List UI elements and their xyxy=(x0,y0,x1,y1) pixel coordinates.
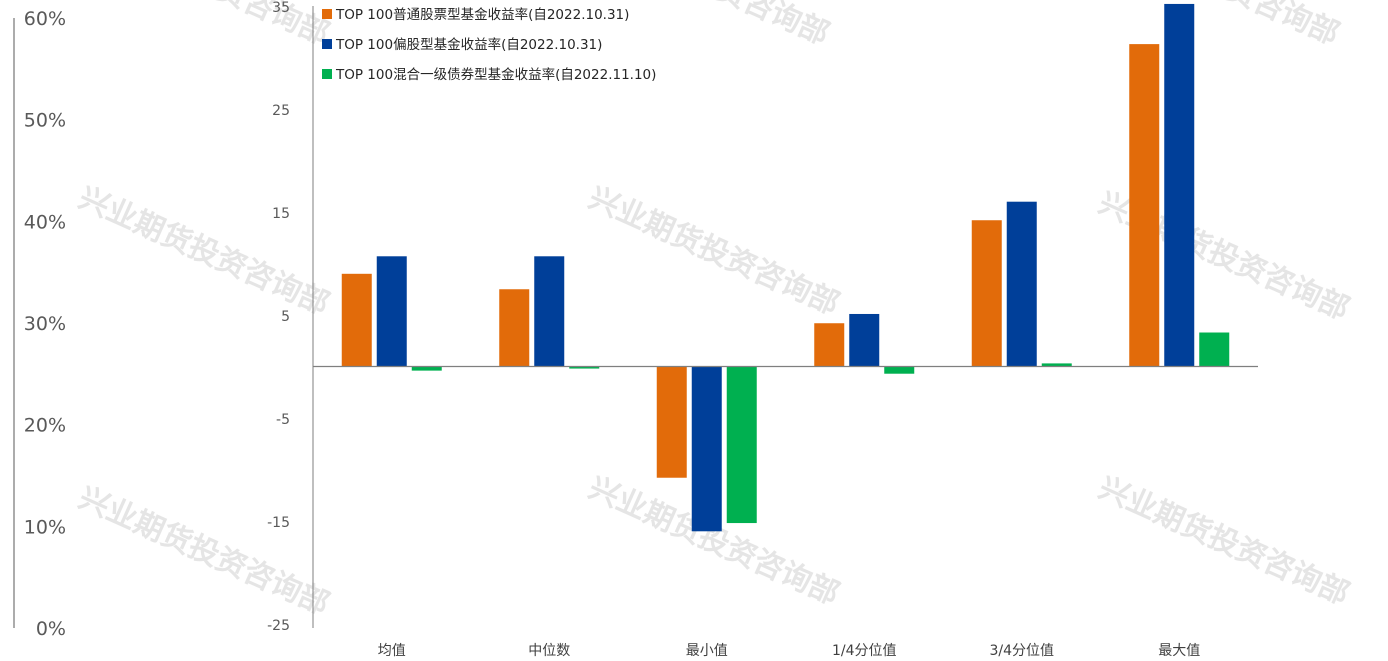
bar-series3-cat6 xyxy=(1199,332,1230,367)
legend: TOP 100普通股票型基金收益率(自2022.10.31) TOP 100偏股型… xyxy=(322,6,656,83)
primary-y-tick-labels: 35 25 15 5 -5 -15 -25 xyxy=(267,0,290,634)
bar-series1-cat3 xyxy=(656,366,687,478)
x-tick-3: 最小值 xyxy=(686,643,728,659)
bar-series3-cat5 xyxy=(1041,363,1072,367)
bar-marks xyxy=(341,3,1230,532)
watermark-text-9: 兴业期货投资咨询部 xyxy=(1093,470,1354,612)
secondary-y-axis: 60% 50% 40% 30% 20% 10% 0% xyxy=(13,8,66,640)
secondary-y-tick-2: 40% xyxy=(24,211,66,233)
watermark-text-4: 兴业期货投资咨询部 xyxy=(73,180,334,322)
watermark-text-7: 兴业期货投资咨询部 xyxy=(73,480,334,622)
primary-y-axis: 35 25 15 5 -5 -15 -25 xyxy=(267,0,314,634)
secondary-y-tick-0: 60% xyxy=(24,8,66,30)
primary-y-tick-5: -15 xyxy=(267,515,290,531)
bar-series1-cat1 xyxy=(341,273,372,367)
primary-y-tick-1: 25 xyxy=(272,103,290,119)
watermark-text-1: 兴业期货投资咨询部 xyxy=(73,0,334,52)
bar-series1-cat6 xyxy=(1129,44,1160,367)
secondary-y-tick-1: 50% xyxy=(24,110,66,132)
x-tick-labels: 均值 中位数 最小值 1/4分位值 3/4分位值 最大值 xyxy=(378,643,1201,659)
bar-series2-cat3 xyxy=(691,366,722,532)
watermark-text-3: 兴业期货投资咨询部 xyxy=(1083,0,1344,52)
bar-series2-cat2 xyxy=(534,256,565,367)
secondary-y-tick-5: 10% xyxy=(24,516,66,538)
secondary-y-tick-4: 20% xyxy=(24,415,66,437)
bar-series3-cat2 xyxy=(569,366,600,369)
secondary-y-tick-6: 0% xyxy=(36,618,66,640)
bar-series2-cat1 xyxy=(376,256,407,367)
bar-series3-cat1 xyxy=(411,366,442,371)
bar-series3-cat4 xyxy=(884,366,915,374)
legend-label-3: TOP 100混合一级债券型基金收益率(自2022.11.10) xyxy=(335,66,656,83)
bar-series2-cat6 xyxy=(1164,3,1195,367)
primary-y-tick-0: 35 xyxy=(272,0,290,16)
legend-label-1: TOP 100普通股票型基金收益率(自2022.10.31) xyxy=(335,6,629,23)
legend-swatch-2 xyxy=(322,39,332,49)
primary-y-tick-3: 5 xyxy=(281,309,290,325)
legend-label-2: TOP 100偏股型基金收益率(自2022.10.31) xyxy=(335,36,602,53)
secondary-y-tick-labels: 60% 50% 40% 30% 20% 10% 0% xyxy=(24,8,66,640)
x-tick-6: 最大值 xyxy=(1158,643,1200,659)
bar-series2-cat4 xyxy=(849,313,880,367)
watermark-text-5: 兴业期货投资咨询部 xyxy=(583,180,844,322)
x-tick-1: 均值 xyxy=(378,643,406,659)
bar-series1-cat4 xyxy=(814,323,845,367)
bar-series1-cat5 xyxy=(971,220,1002,367)
bar-series3-cat3 xyxy=(726,366,757,524)
x-tick-2: 中位数 xyxy=(528,643,570,659)
x-tick-5: 3/4分位值 xyxy=(989,643,1054,659)
bar-series1-cat2 xyxy=(499,289,530,367)
bar-series2-cat5 xyxy=(1006,201,1037,367)
legend-swatch-3 xyxy=(322,69,332,79)
secondary-y-tick-3: 30% xyxy=(24,313,66,335)
primary-y-tick-6: -25 xyxy=(267,618,290,634)
primary-y-tick-4: -5 xyxy=(276,412,290,428)
legend-swatch-1 xyxy=(322,9,332,19)
x-tick-4: 1/4分位值 xyxy=(832,643,897,659)
primary-y-tick-2: 15 xyxy=(272,206,290,222)
